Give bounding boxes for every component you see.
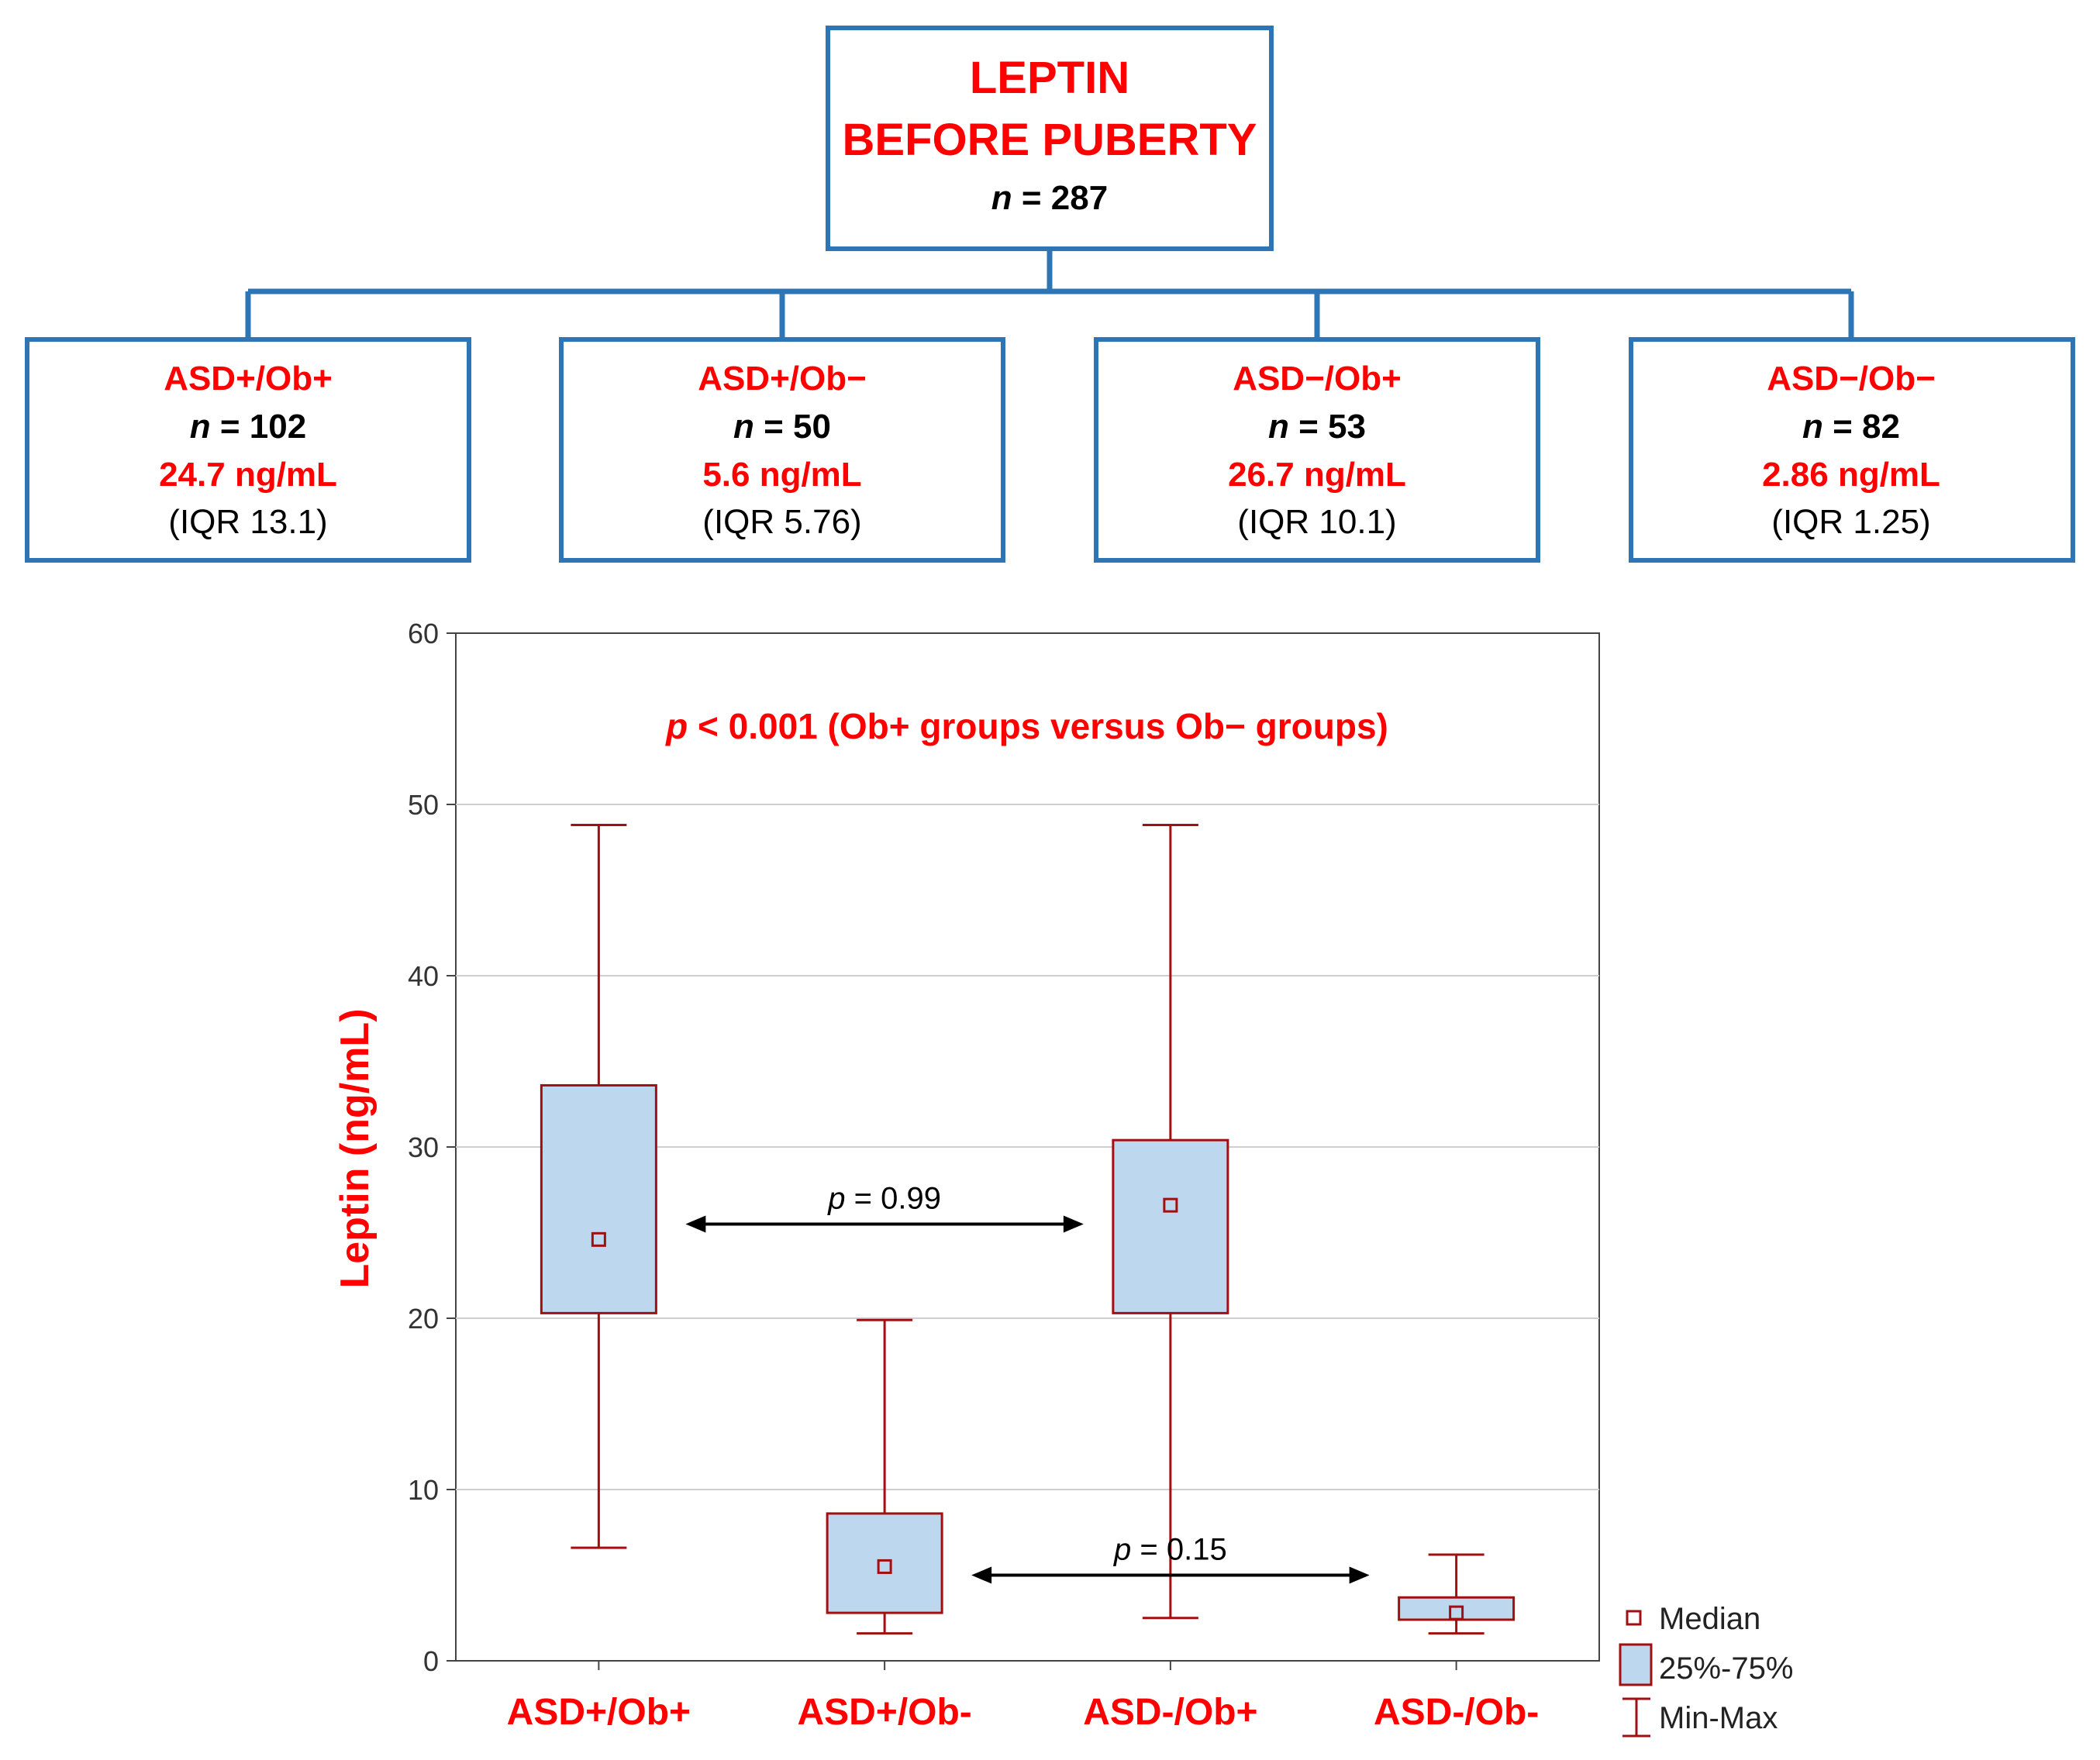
overall-p-annotation: p < 0.001 (Ob+ groups versus Ob− groups) — [664, 706, 1388, 746]
arrowhead-right — [1349, 1566, 1370, 1584]
legend-item-iqr: 25%-75% — [1619, 1643, 1793, 1686]
comparison-arrows: p = 0.99 p = 0.15 — [685, 1181, 1370, 1584]
y-tick-label: 60 — [408, 618, 439, 649]
iqr-box — [1398, 1596, 1516, 1621]
group-name: ASD+/Ob− — [698, 360, 867, 398]
top-title-line2: BEFORE PUBERTY — [843, 115, 1257, 165]
comparison-1: p = 0.15 — [971, 1533, 1370, 1584]
y-tick-label: 0 — [423, 1645, 439, 1677]
group-iqr: (IQR 5.76) — [702, 503, 861, 541]
median-marker — [877, 1559, 892, 1574]
median-marker — [1449, 1605, 1464, 1621]
group-iqr: (IQR 10.1) — [1237, 503, 1396, 541]
x-tick-label: ASD+/Ob+ — [507, 1692, 691, 1733]
group-median: 5.6 ng/mL — [702, 456, 861, 494]
legend: Median 25%-75% Min-Max — [1619, 1602, 1793, 1738]
group-name: ASD−/Ob+ — [1233, 360, 1402, 398]
group-median: 26.7 ng/mL — [1228, 456, 1406, 494]
comparison-0: p = 0.99 — [685, 1181, 1084, 1233]
top-title-line1: LEPTIN — [970, 53, 1129, 103]
box-3 — [1398, 1553, 1516, 1635]
group-name: ASD−/Ob− — [1767, 360, 1936, 398]
legend-median-label: Median — [1659, 1602, 1760, 1636]
legend-item-minmax: Min-Max — [1622, 1697, 1778, 1738]
group-iqr: (IQR 13.1) — [168, 503, 327, 541]
group-n-count: n = 102 — [190, 408, 306, 446]
x-tick-label: ASD-/Ob+ — [1083, 1692, 1257, 1733]
legend-iqr-label: 25%-75% — [1659, 1652, 1793, 1686]
group-median: 24.7 ng/mL — [159, 456, 337, 494]
x-tick-label: ASD+/Ob- — [797, 1692, 971, 1733]
legend-iqr-swatch — [1619, 1643, 1653, 1686]
x-tick-label: ASD-/Ob- — [1374, 1692, 1539, 1733]
legend-item-median: Median — [1626, 1602, 1760, 1636]
y-axis-label: Leptin (ng/mL) — [333, 1008, 378, 1288]
group-n-count: n = 50 — [733, 408, 831, 446]
top-summary-box: LEPTIN BEFORE PUBERTY n = 287 — [826, 26, 1274, 251]
comparison-p-label: p = 0.15 — [1113, 1533, 1227, 1567]
iqr-box — [1112, 1138, 1229, 1314]
y-tick-label: 10 — [408, 1474, 439, 1506]
group-box-0: ASD+/Ob+ n = 102 24.7 ng/mL (IQR 13.1) — [25, 337, 471, 563]
group-box-2: ASD−/Ob+ n = 53 26.7 ng/mL (IQR 10.1) — [1094, 337, 1540, 563]
boxplot-chart: 0 10 20 30 40 50 60 Leptin (ng/mL) p < 0.001 (… — [333, 618, 1600, 1733]
box-0 — [540, 824, 657, 1549]
box-series — [540, 824, 1516, 1635]
iqr-box — [826, 1512, 943, 1614]
annotation-backdrop — [605, 686, 1419, 771]
group-iqr: (IQR 1.25) — [1771, 503, 1930, 541]
y-tick-label: 30 — [408, 1131, 439, 1163]
y-tick-label: 40 — [408, 960, 439, 992]
box-2 — [1112, 824, 1229, 1620]
group-box-1: ASD+/Ob− n = 50 5.6 ng/mL (IQR 5.76) — [559, 337, 1005, 563]
group-n-count: n = 82 — [1802, 408, 1900, 446]
comparison-p-label: p = 0.99 — [827, 1181, 941, 1215]
group-box-3: ASD−/Ob− n = 82 2.86 ng/mL (IQR 1.25) — [1629, 337, 2075, 563]
y-tick-label: 20 — [408, 1303, 439, 1335]
legend-minmax-label: Min-Max — [1659, 1701, 1778, 1735]
arrowhead-right — [1063, 1215, 1084, 1233]
arrowhead-left — [685, 1215, 706, 1233]
box-1 — [826, 1318, 943, 1635]
legend-median-marker — [1626, 1610, 1642, 1626]
group-name: ASD+/Ob+ — [164, 360, 333, 398]
y-tick-labels: 0 10 20 30 40 50 60 — [408, 618, 439, 1677]
group-n-count: n = 53 — [1268, 408, 1366, 446]
median-marker — [1163, 1197, 1178, 1213]
x-tick-labels: ASD+/Ob+ ASD+/Ob- ASD-/Ob+ ASD-/Ob- — [507, 1661, 1539, 1733]
y-tick-label: 50 — [408, 789, 439, 821]
tree-connectors — [245, 249, 1854, 339]
group-median: 2.86 ng/mL — [1762, 456, 1940, 494]
median-marker — [591, 1231, 606, 1247]
top-n-count: n = 287 — [991, 179, 1108, 217]
iqr-box — [540, 1083, 657, 1314]
arrowhead-left — [971, 1566, 992, 1584]
